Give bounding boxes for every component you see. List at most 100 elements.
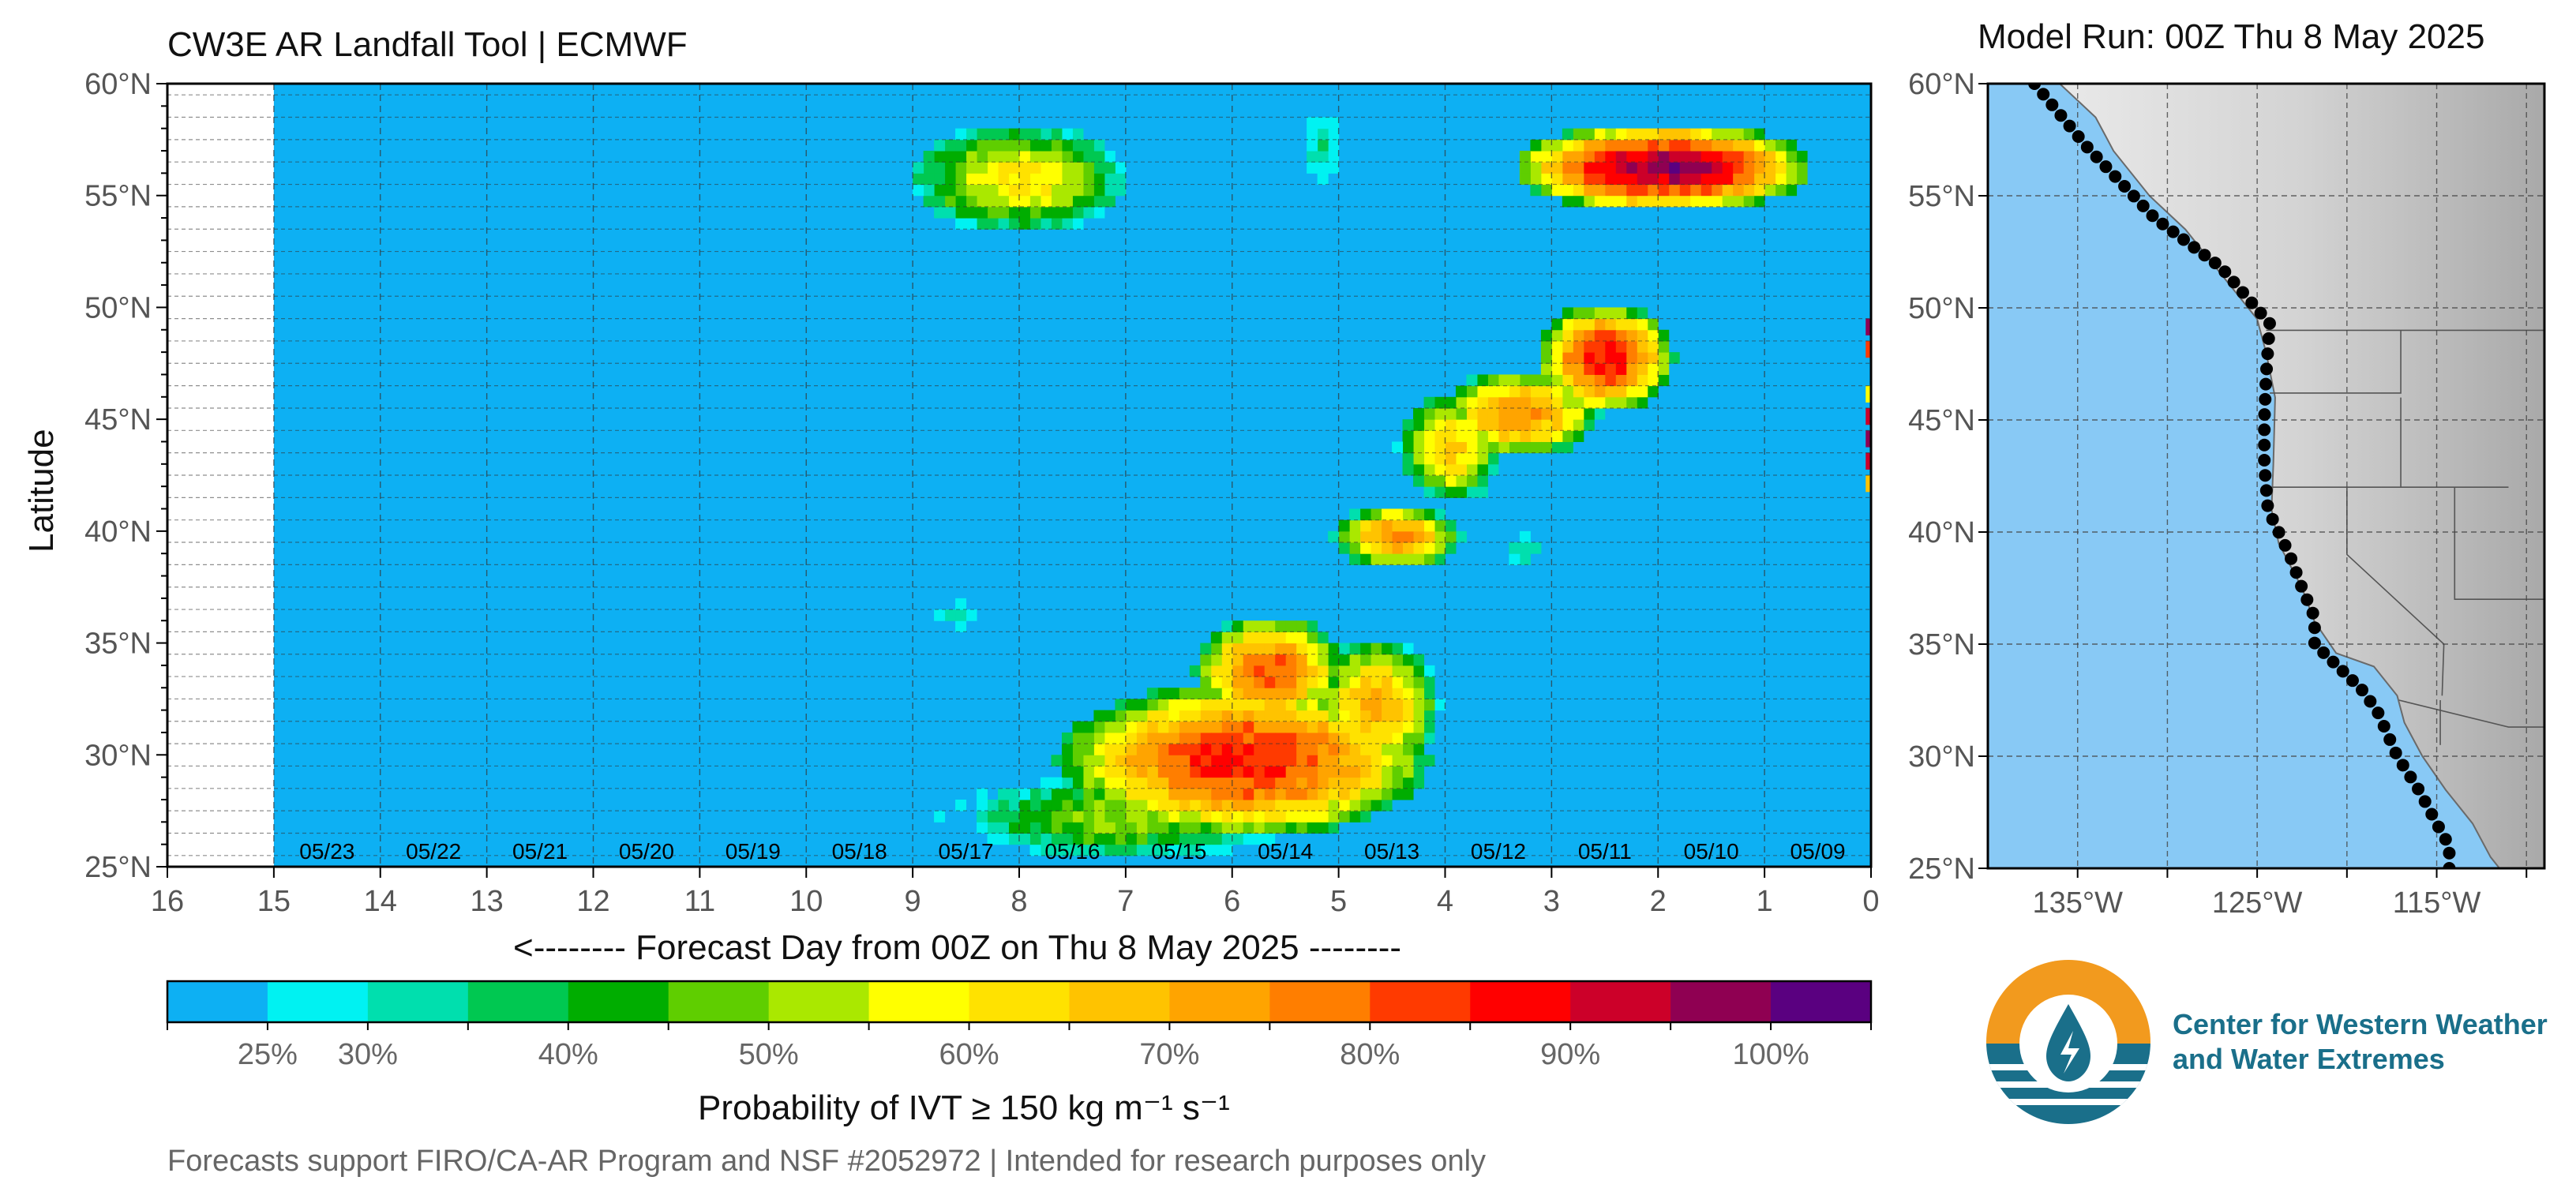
heat-cell: [1402, 665, 1414, 677]
heat-cell: [1775, 162, 1787, 174]
heat-cell: [1274, 788, 1286, 800]
heat-cell: [1040, 822, 1052, 834]
heat-cell: [1498, 430, 1509, 442]
heat-cell: [1487, 430, 1499, 442]
heat-cell: [1423, 396, 1435, 409]
heat-cell: [1040, 788, 1052, 800]
map-x-tick-label: 115°W: [2393, 886, 2481, 916]
heat-cell: [1402, 766, 1414, 778]
heat-cell: [1146, 777, 1158, 789]
heat-cell: [1402, 710, 1414, 722]
heat-cell: [1243, 620, 1254, 632]
heat-cell: [1051, 777, 1063, 789]
heat-cell: [1434, 430, 1445, 442]
heat-cell: [1146, 811, 1158, 823]
heat-cell: [1029, 218, 1041, 230]
heat-cell: [1307, 139, 1318, 152]
heat-cell: [1604, 128, 1616, 141]
heat-cell: [1328, 777, 1340, 789]
heat-cell: [1136, 822, 1148, 834]
heat-cell: [1051, 788, 1063, 800]
y-tick-label: 60°N: [84, 68, 152, 101]
heat-cell: [1200, 721, 1212, 733]
heat-cell: [944, 184, 956, 197]
heat-cell: [1168, 710, 1179, 722]
heat-cell: [1243, 643, 1254, 655]
heat-cell: [1328, 530, 1340, 543]
heat-cell: [1221, 631, 1233, 644]
heat-cell: [1200, 710, 1212, 722]
heat-cell: [1328, 788, 1340, 800]
heat-cell: [1125, 766, 1137, 778]
date-label: 05/15: [1151, 839, 1206, 864]
heat-cell: [1338, 721, 1350, 733]
heat-cell: [1689, 139, 1701, 152]
heat-cell: [1338, 732, 1350, 744]
heat-cell: [1274, 688, 1286, 699]
heat-cell: [1402, 676, 1414, 688]
heat-cell: [1179, 844, 1191, 856]
chart-title: CW3E AR Landfall Tool | ECMWF: [167, 25, 688, 64]
heat-cell: [1072, 732, 1084, 744]
heat-cell: [977, 206, 988, 219]
heat-cell: [1359, 699, 1371, 711]
heat-cell: [1264, 676, 1276, 688]
heat-cell: [1423, 665, 1435, 677]
landfall-point: [2272, 526, 2285, 539]
heat-cell: [1051, 755, 1063, 766]
heat-cell: [1338, 744, 1350, 755]
heat-cell: [1082, 833, 1094, 845]
heat-cell: [1434, 475, 1445, 487]
colorbar-swatch: [467, 981, 569, 1022]
heat-cell: [1295, 710, 1307, 722]
heat-cell: [966, 173, 977, 186]
colorbar-tick-label: 60%: [939, 1038, 999, 1066]
heat-cell: [1232, 811, 1243, 823]
heat-cell: [1445, 463, 1457, 476]
heat-cell: [1700, 173, 1712, 186]
heat-cell: [1349, 766, 1361, 778]
heat-cell: [1338, 755, 1350, 766]
heat-cell: [1381, 732, 1393, 744]
heat-cell: [1210, 654, 1222, 666]
heat-cell: [1647, 340, 1659, 353]
heat-cell: [1423, 486, 1435, 498]
heat-cell: [1210, 766, 1222, 778]
heat-cell: [1189, 766, 1201, 778]
heat-cell: [1317, 688, 1329, 699]
heat-cell: [1370, 799, 1382, 811]
heat-cell: [1040, 195, 1052, 208]
x-tick-label: 14: [364, 885, 397, 918]
heat-cell: [1210, 665, 1222, 677]
heat-cell: [1370, 744, 1382, 755]
heat-cell: [1509, 385, 1520, 398]
heat-cell: [1392, 530, 1404, 543]
heat-cell: [1551, 385, 1563, 398]
heat-cell: [1722, 184, 1734, 197]
heat-cell: [1658, 151, 1670, 163]
heat-cell: [1509, 374, 1520, 387]
heat-cell: [1359, 788, 1371, 800]
heat-cell: [1743, 151, 1755, 163]
heat-cell: [1775, 151, 1787, 163]
heat-cell: [1487, 407, 1499, 420]
heat-cell: [955, 151, 967, 163]
heat-cell: [1679, 151, 1691, 163]
heat-cell: [1179, 799, 1191, 811]
heat-cell: [1168, 766, 1179, 778]
heat-cell: [1328, 643, 1340, 655]
heat-cell: [1413, 463, 1425, 476]
landfall-point: [2218, 265, 2232, 279]
heat-cell: [1210, 822, 1222, 834]
heat-cell: [1423, 530, 1435, 543]
heat-cell: [1274, 676, 1286, 688]
heat-cell: [1658, 162, 1670, 174]
heat-cell: [1530, 151, 1542, 163]
heat-cell: [1583, 419, 1595, 431]
heat-cell: [1168, 744, 1179, 755]
heat-cell: [1668, 173, 1680, 186]
heat-cell: [1093, 844, 1105, 856]
heat-cell: [1679, 195, 1691, 208]
heat-cell: [1243, 699, 1254, 711]
heat-cell: [1594, 139, 1606, 152]
